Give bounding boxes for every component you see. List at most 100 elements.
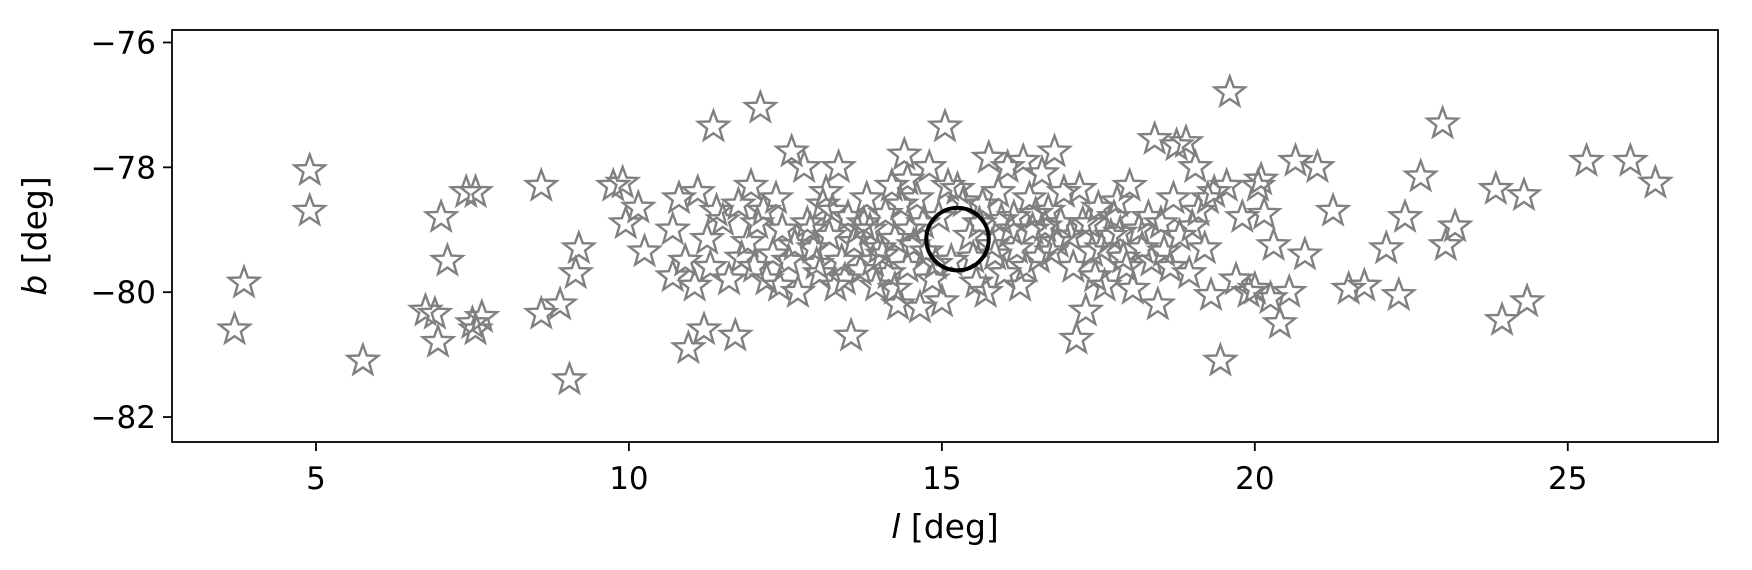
star-point [1035,132,1074,168]
star-point [719,185,758,221]
star-point [873,166,911,202]
star-point [216,310,254,346]
star-point [1142,204,1180,240]
y-axis-label: b [deg] [15,176,54,295]
star-point [1367,228,1405,265]
star-point [344,341,382,377]
star-point [1189,179,1227,215]
star-point [1001,266,1039,302]
star-point [866,194,905,230]
star-point [1330,269,1368,305]
star-point [522,166,560,202]
star-point [910,147,948,184]
star-point [807,172,845,209]
star-point [1039,222,1077,259]
y-axis-ticks: −76 −78 −80 −82 [91,25,172,436]
star-point [998,228,1036,265]
star-point [560,228,598,265]
star-point [428,241,466,277]
star-point [1611,141,1649,177]
star-point [679,172,717,209]
y-tick-label: −80 [91,275,156,311]
star-point [923,282,961,318]
star-point [754,235,792,271]
star-point [1101,213,1139,249]
star-point [1095,197,1133,234]
star-point [422,197,460,234]
star-point [723,238,761,274]
star-point [832,316,870,352]
y-tick-label: −76 [91,25,156,61]
star-point [1023,154,1061,190]
star-point [989,147,1027,184]
star-point [1314,191,1352,227]
star-point [1007,247,1045,283]
star-point [1057,319,1095,355]
star-point [1402,157,1440,193]
star-point [788,204,826,240]
star-point [820,147,858,184]
star-point [1004,141,1042,177]
star-point [694,107,732,143]
y-tick-label: −82 [91,400,156,436]
star-point [1276,141,1315,177]
star-point [1568,141,1606,177]
star-point [957,263,995,299]
star-point [1111,166,1149,202]
star-point [741,88,779,124]
x-axis-label: l [deg] [891,507,999,546]
star-point [876,269,914,305]
x-axis-ticks: 5 10 15 20 25 [306,442,1588,497]
x-tick-label: 15 [922,461,961,497]
highlight-circle [924,205,991,273]
star-point [738,204,776,240]
star-point [676,266,714,302]
star-point [1255,225,1293,262]
star-point [826,260,864,296]
star-point [1107,247,1146,284]
star-point [416,294,454,330]
x-axis-label-var: l [891,507,900,546]
star-point [1173,207,1211,243]
star-point [870,253,908,290]
star-point [1242,160,1280,196]
star-point [1261,303,1299,340]
star-point [550,360,589,396]
star-point [1067,291,1105,327]
star-point [1483,300,1521,337]
star-point [1505,175,1543,212]
star-point [697,191,736,227]
star-point [898,179,936,215]
star-point [1045,172,1083,209]
y-axis-label-var: b [15,275,54,296]
star-point [669,328,707,365]
star-point [976,235,1014,271]
star-point [1139,285,1177,321]
star-point [704,200,742,237]
star-point [901,288,939,324]
star-point [876,219,914,255]
star-point [447,172,485,209]
star-point [626,232,664,268]
star-point [744,191,783,227]
star-point [1176,147,1214,184]
star-point [1192,275,1230,312]
star-point [882,185,920,221]
star-point [951,216,989,252]
star-point [457,310,495,346]
star-point [225,263,263,299]
star-point [732,166,770,202]
star-point [823,241,861,277]
star-point [1508,282,1546,318]
star-point [970,138,1008,174]
star-point [1477,169,1515,205]
star-point [1132,241,1171,277]
star-point [848,179,886,215]
x-axis-label-unit: [deg] [900,507,998,546]
star-point [1195,172,1233,209]
star-point [938,169,977,205]
star-point [1136,119,1174,156]
star-point [457,172,495,209]
star-point [463,297,501,333]
